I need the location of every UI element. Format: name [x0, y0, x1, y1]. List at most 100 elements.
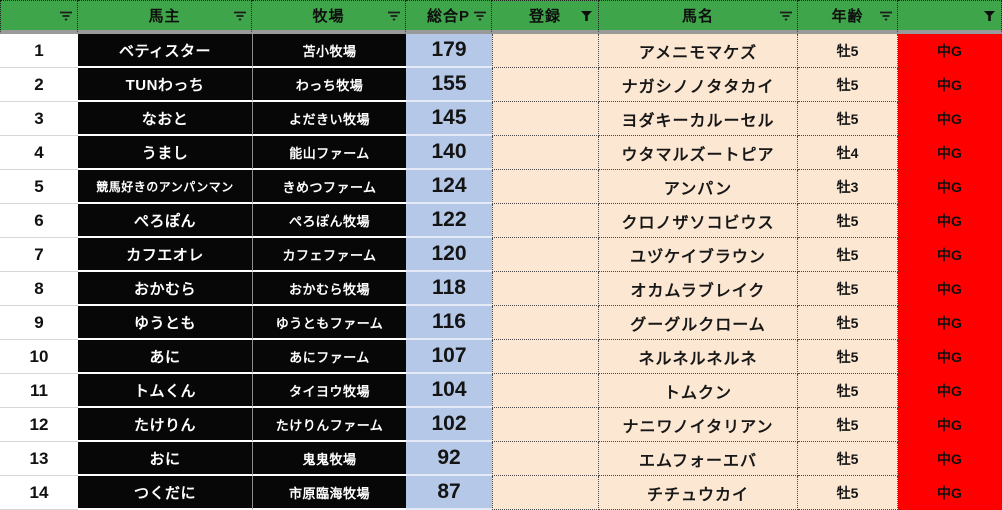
points-cell[interactable]: 92 [406, 442, 492, 476]
grade-cell[interactable]: 中G [898, 340, 1002, 374]
registration-cell[interactable] [492, 340, 599, 374]
horse-name-cell[interactable]: ネルネルネルネ [599, 340, 798, 374]
owner-cell[interactable]: たけりん [78, 408, 252, 442]
owner-cell[interactable]: あに [78, 340, 252, 374]
age-cell[interactable]: 牡5 [798, 238, 898, 272]
horse-name-cell[interactable]: クロノザソコビウス [599, 204, 798, 238]
age-cell[interactable]: 牡5 [798, 374, 898, 408]
grade-cell[interactable]: 中G [898, 170, 1002, 204]
horse-name-cell[interactable]: アンパン [599, 170, 798, 204]
farm-cell[interactable]: 鬼鬼牧場 [252, 442, 406, 476]
grade-cell[interactable]: 中G [898, 374, 1002, 408]
farm-cell[interactable]: 能山ファーム [252, 136, 406, 170]
farm-cell[interactable]: カフェファーム [252, 238, 406, 272]
registration-cell[interactable] [492, 238, 599, 272]
header-cell-horse-name[interactable]: 馬名 [599, 0, 798, 34]
owner-cell[interactable]: おに [78, 442, 252, 476]
registration-cell[interactable] [492, 170, 599, 204]
filter-button-owner[interactable] [231, 9, 248, 23]
registration-cell[interactable] [492, 68, 599, 102]
farm-cell[interactable]: よだきい牧場 [252, 102, 406, 136]
grade-cell[interactable]: 中G [898, 238, 1002, 272]
owner-cell[interactable]: カフエオレ [78, 238, 252, 272]
owner-cell[interactable]: ベティスター [78, 34, 252, 68]
points-cell[interactable]: 145 [406, 102, 492, 136]
horse-name-cell[interactable]: チチュウカイ [599, 476, 798, 510]
age-cell[interactable]: 牡5 [798, 476, 898, 510]
farm-cell[interactable]: 市原臨海牧場 [252, 476, 406, 510]
grade-cell[interactable]: 中G [898, 272, 1002, 306]
grade-cell[interactable]: 中G [898, 408, 1002, 442]
registration-cell[interactable] [492, 272, 599, 306]
farm-cell[interactable]: 苫小牧場 [252, 34, 406, 68]
grade-cell[interactable]: 中G [898, 34, 1002, 68]
header-cell-registration[interactable]: 登録 [492, 0, 599, 34]
points-cell[interactable]: 140 [406, 136, 492, 170]
points-cell[interactable]: 124 [406, 170, 492, 204]
header-cell-rank[interactable] [0, 0, 78, 34]
age-cell[interactable]: 牡4 [798, 136, 898, 170]
farm-cell[interactable]: おかむら牧場 [252, 272, 406, 306]
age-cell[interactable]: 牡5 [798, 306, 898, 340]
owner-cell[interactable]: TUNわっち [78, 68, 252, 102]
horse-name-cell[interactable]: エムフォーエバ [599, 442, 798, 476]
horse-name-cell[interactable]: ウタマルズートピア [599, 136, 798, 170]
registration-cell[interactable] [492, 408, 599, 442]
grade-cell[interactable]: 中G [898, 68, 1002, 102]
header-cell-owner[interactable]: 馬主 [78, 0, 252, 34]
grade-cell[interactable]: 中G [898, 204, 1002, 238]
points-cell[interactable]: 118 [406, 272, 492, 306]
points-cell[interactable]: 87 [406, 476, 492, 510]
farm-cell[interactable]: タイヨウ牧場 [252, 374, 406, 408]
owner-cell[interactable]: ゆうとも [78, 306, 252, 340]
registration-cell[interactable] [492, 374, 599, 408]
header-cell-grade[interactable] [898, 0, 1002, 34]
grade-cell[interactable]: 中G [898, 306, 1002, 340]
registration-cell[interactable] [492, 476, 599, 510]
farm-cell[interactable]: きめつファーム [252, 170, 406, 204]
age-cell[interactable]: 牡5 [798, 272, 898, 306]
points-cell[interactable]: 122 [406, 204, 492, 238]
registration-cell[interactable] [492, 306, 599, 340]
filter-button-grade[interactable] [981, 9, 998, 23]
registration-cell[interactable] [492, 102, 599, 136]
farm-cell[interactable]: たけりんファーム [252, 408, 406, 442]
horse-name-cell[interactable]: アメニモマケズ [599, 34, 798, 68]
filter-button-points[interactable] [471, 9, 488, 23]
horse-name-cell[interactable]: ユヅケイブラウン [599, 238, 798, 272]
owner-cell[interactable]: 競馬好きのアンパンマン [78, 170, 252, 204]
horse-name-cell[interactable]: オカムラブレイク [599, 272, 798, 306]
horse-name-cell[interactable]: グーグルクローム [599, 306, 798, 340]
header-cell-points[interactable]: 総合P [406, 0, 492, 34]
horse-name-cell[interactable]: ナニワノイタリアン [599, 408, 798, 442]
filter-button-rank[interactable] [57, 9, 74, 23]
age-cell[interactable]: 牡5 [798, 204, 898, 238]
age-cell[interactable]: 牡5 [798, 442, 898, 476]
registration-cell[interactable] [492, 442, 599, 476]
grade-cell[interactable]: 中G [898, 442, 1002, 476]
header-cell-age[interactable]: 年齢 [798, 0, 898, 34]
filter-button-age[interactable] [877, 9, 894, 23]
horse-name-cell[interactable]: ナガシノノタタカイ [599, 68, 798, 102]
farm-cell[interactable]: ぺろぽん牧場 [252, 204, 406, 238]
filter-button-registration[interactable] [578, 9, 595, 23]
points-cell[interactable]: 179 [406, 34, 492, 68]
farm-cell[interactable]: わっち牧場 [252, 68, 406, 102]
registration-cell[interactable] [492, 34, 599, 68]
owner-cell[interactable]: おかむら [78, 272, 252, 306]
owner-cell[interactable]: トムくん [78, 374, 252, 408]
owner-cell[interactable]: なおと [78, 102, 252, 136]
points-cell[interactable]: 102 [406, 408, 492, 442]
horse-name-cell[interactable]: トムクン [599, 374, 798, 408]
age-cell[interactable]: 牡5 [798, 68, 898, 102]
header-cell-farm[interactable]: 牧場 [252, 0, 406, 34]
horse-name-cell[interactable]: ヨダキーカルーセル [599, 102, 798, 136]
points-cell[interactable]: 155 [406, 68, 492, 102]
filter-button-horse-name[interactable] [777, 9, 794, 23]
owner-cell[interactable]: ぺろぽん [78, 204, 252, 238]
farm-cell[interactable]: あにファーム [252, 340, 406, 374]
grade-cell[interactable]: 中G [898, 102, 1002, 136]
age-cell[interactable]: 牡5 [798, 102, 898, 136]
farm-cell[interactable]: ゆうともファーム [252, 306, 406, 340]
owner-cell[interactable]: うまし [78, 136, 252, 170]
